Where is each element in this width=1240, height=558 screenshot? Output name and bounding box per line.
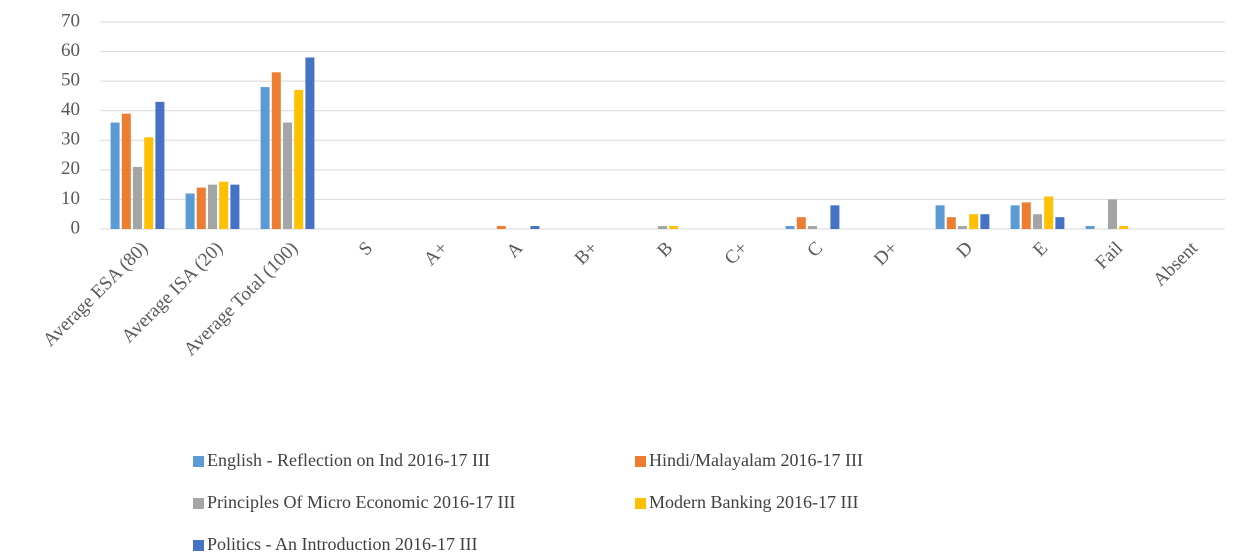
bar bbox=[958, 226, 967, 229]
legend-label: Principles Of Micro Economic 2016-17 III bbox=[207, 492, 515, 512]
y-tick-label: 0 bbox=[71, 217, 81, 238]
bar bbox=[144, 137, 154, 229]
x-tick-label: A bbox=[503, 238, 528, 263]
legend-swatch bbox=[635, 498, 646, 509]
bar bbox=[530, 226, 540, 229]
bar bbox=[196, 187, 206, 229]
y-tick-label: 10 bbox=[61, 188, 80, 209]
bar bbox=[208, 184, 217, 229]
bar bbox=[496, 226, 506, 229]
y-tick-label: 40 bbox=[61, 99, 80, 120]
x-tick-label: E bbox=[1029, 238, 1052, 261]
bar bbox=[935, 205, 945, 229]
bar bbox=[219, 181, 229, 229]
x-tick-label: B bbox=[653, 238, 677, 262]
y-tick-label: 60 bbox=[61, 40, 80, 61]
y-tick-label: 70 bbox=[61, 10, 80, 31]
bar bbox=[271, 72, 281, 230]
bar bbox=[294, 90, 304, 229]
bar bbox=[969, 214, 979, 229]
bar bbox=[230, 184, 240, 229]
x-tick-label: C+ bbox=[721, 238, 752, 269]
y-tick-label: 20 bbox=[61, 158, 80, 179]
legend-swatch bbox=[193, 498, 204, 509]
x-tick-label: Absent bbox=[1149, 237, 1202, 290]
bar bbox=[785, 226, 795, 229]
x-tick-label: C bbox=[803, 238, 827, 262]
legend-swatch bbox=[193, 540, 204, 551]
bar bbox=[283, 122, 292, 229]
legend-label: English - Reflection on Ind 2016-17 III bbox=[207, 450, 490, 470]
legend-swatch bbox=[193, 456, 204, 467]
x-tick-label: Fail bbox=[1091, 238, 1127, 274]
legend-swatch bbox=[635, 456, 646, 467]
bar bbox=[1044, 196, 1054, 229]
bar bbox=[980, 214, 990, 229]
bar bbox=[796, 217, 806, 229]
bar bbox=[1021, 202, 1031, 229]
x-tick-label: B+ bbox=[571, 238, 602, 269]
legend-label: Politics - An Introduction 2016-17 III bbox=[207, 534, 477, 554]
bar bbox=[133, 166, 142, 229]
bar bbox=[1033, 214, 1042, 229]
bar bbox=[1055, 217, 1065, 229]
bar bbox=[121, 113, 131, 229]
bar bbox=[305, 57, 315, 229]
legend-label: Modern Banking 2016-17 III bbox=[649, 492, 858, 512]
y-tick-label: 50 bbox=[61, 70, 80, 91]
bar bbox=[185, 193, 195, 229]
bar bbox=[260, 87, 270, 229]
bar bbox=[1010, 205, 1020, 229]
bar bbox=[1085, 226, 1095, 229]
bar bbox=[669, 226, 679, 229]
x-tick-label: D bbox=[953, 238, 978, 263]
legend-label: Hindi/Malayalam 2016-17 III bbox=[649, 450, 863, 470]
y-tick-label: 30 bbox=[61, 129, 80, 150]
x-tick-label: S bbox=[355, 238, 377, 260]
bar bbox=[1119, 226, 1129, 229]
bar bbox=[830, 205, 840, 229]
x-tick-label: D+ bbox=[870, 238, 902, 270]
bar bbox=[110, 122, 120, 229]
bar bbox=[946, 217, 956, 229]
bar bbox=[155, 101, 165, 229]
x-tick-label: A+ bbox=[420, 238, 452, 270]
bar bbox=[1108, 199, 1117, 229]
bar bbox=[808, 226, 817, 229]
bar bbox=[658, 226, 667, 229]
